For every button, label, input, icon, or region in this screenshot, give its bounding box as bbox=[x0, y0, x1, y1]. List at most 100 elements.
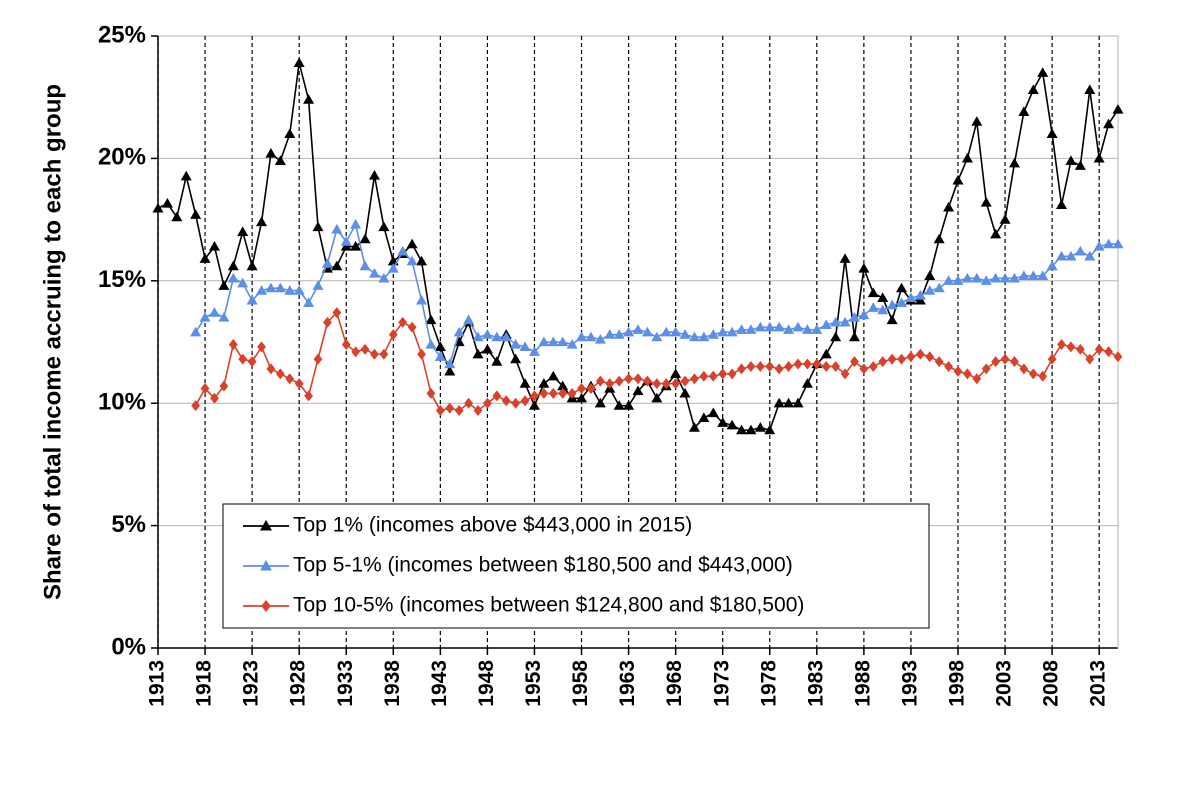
data-point bbox=[952, 174, 964, 185]
legend-marker bbox=[260, 520, 272, 531]
data-point bbox=[548, 387, 558, 399]
data-point bbox=[839, 253, 851, 263]
data-point bbox=[707, 329, 719, 339]
data-point bbox=[520, 395, 530, 407]
data-point bbox=[906, 351, 916, 363]
data-point bbox=[764, 321, 776, 332]
data-point bbox=[577, 383, 586, 395]
data-point bbox=[717, 417, 729, 427]
data-point bbox=[688, 422, 700, 432]
data-point bbox=[651, 331, 663, 342]
data-point bbox=[708, 370, 718, 382]
data-point bbox=[237, 226, 249, 236]
data-point bbox=[614, 375, 624, 387]
data-point bbox=[679, 329, 691, 339]
data-point bbox=[698, 412, 710, 423]
data-point bbox=[208, 307, 220, 317]
data-point bbox=[530, 390, 539, 402]
data-point bbox=[1085, 353, 1095, 365]
data-point bbox=[812, 358, 822, 370]
data-point bbox=[1084, 250, 1096, 261]
data-point bbox=[755, 360, 765, 372]
data-point bbox=[350, 218, 362, 229]
data-point bbox=[558, 387, 568, 399]
data-point bbox=[754, 422, 766, 432]
data-point bbox=[500, 331, 512, 342]
data-point bbox=[191, 400, 201, 412]
data-point bbox=[924, 285, 936, 295]
data-point bbox=[980, 196, 992, 207]
data-point bbox=[914, 289, 926, 300]
x-tick-label: 1948 bbox=[475, 660, 498, 707]
data-point bbox=[331, 223, 343, 234]
x-tick-label: 2008 bbox=[1040, 660, 1063, 707]
data-point bbox=[275, 368, 285, 380]
data-point bbox=[745, 324, 757, 334]
data-point bbox=[670, 326, 682, 337]
data-point bbox=[341, 338, 351, 350]
data-point bbox=[1027, 270, 1039, 281]
data-point bbox=[1104, 346, 1113, 358]
data-point bbox=[801, 324, 813, 334]
data-point bbox=[1084, 84, 1096, 94]
data-point bbox=[481, 329, 493, 339]
data-point bbox=[886, 314, 898, 325]
data-point bbox=[1057, 338, 1066, 350]
data-point bbox=[783, 397, 795, 408]
data-point bbox=[745, 424, 757, 435]
data-point bbox=[726, 326, 738, 337]
data-point bbox=[406, 255, 418, 266]
data-point bbox=[492, 390, 502, 402]
data-point bbox=[218, 280, 230, 290]
data-point bbox=[228, 338, 238, 350]
data-point bbox=[519, 378, 531, 388]
x-tick-label: 1968 bbox=[663, 660, 686, 707]
x-tick-label: 1913 bbox=[146, 660, 169, 707]
data-point bbox=[350, 241, 362, 251]
data-point bbox=[754, 321, 766, 332]
data-point bbox=[501, 395, 511, 407]
data-point bbox=[943, 275, 955, 285]
data-point bbox=[332, 307, 342, 319]
data-point bbox=[293, 285, 305, 295]
data-point bbox=[660, 326, 672, 337]
data-point bbox=[519, 341, 531, 352]
series-line bbox=[194, 222, 1118, 366]
data-point bbox=[896, 297, 908, 307]
data-point bbox=[953, 365, 963, 377]
data-point bbox=[707, 407, 719, 418]
data-point bbox=[839, 316, 851, 327]
data-point bbox=[483, 397, 492, 409]
legend-marker bbox=[261, 600, 271, 612]
data-point bbox=[312, 221, 324, 232]
x-tick-label: 1918 bbox=[193, 660, 216, 707]
data-point bbox=[426, 387, 436, 399]
data-point bbox=[171, 211, 183, 222]
data-point bbox=[285, 373, 295, 385]
data-point bbox=[793, 358, 803, 370]
x-tick-label: 1993 bbox=[898, 660, 921, 707]
data-point bbox=[293, 57, 305, 68]
data-point bbox=[190, 209, 202, 219]
data-point bbox=[313, 353, 323, 365]
data-point bbox=[661, 378, 671, 390]
data-point bbox=[671, 378, 681, 390]
data-point bbox=[368, 170, 380, 180]
data-point bbox=[867, 287, 879, 298]
data-point bbox=[567, 387, 577, 399]
y-tick-label: 15% bbox=[98, 266, 146, 293]
data-point bbox=[360, 343, 370, 355]
data-point bbox=[877, 304, 889, 315]
data-point bbox=[933, 282, 945, 293]
x-tick-label: 1933 bbox=[334, 660, 357, 707]
data-point bbox=[331, 260, 343, 271]
data-point bbox=[774, 363, 784, 375]
data-point bbox=[303, 297, 315, 307]
data-point bbox=[859, 363, 869, 375]
data-point bbox=[1065, 250, 1077, 261]
data-point bbox=[934, 356, 944, 368]
data-point bbox=[1027, 84, 1039, 94]
data-point bbox=[1112, 238, 1124, 249]
data-point bbox=[199, 253, 211, 263]
data-point bbox=[944, 360, 953, 372]
